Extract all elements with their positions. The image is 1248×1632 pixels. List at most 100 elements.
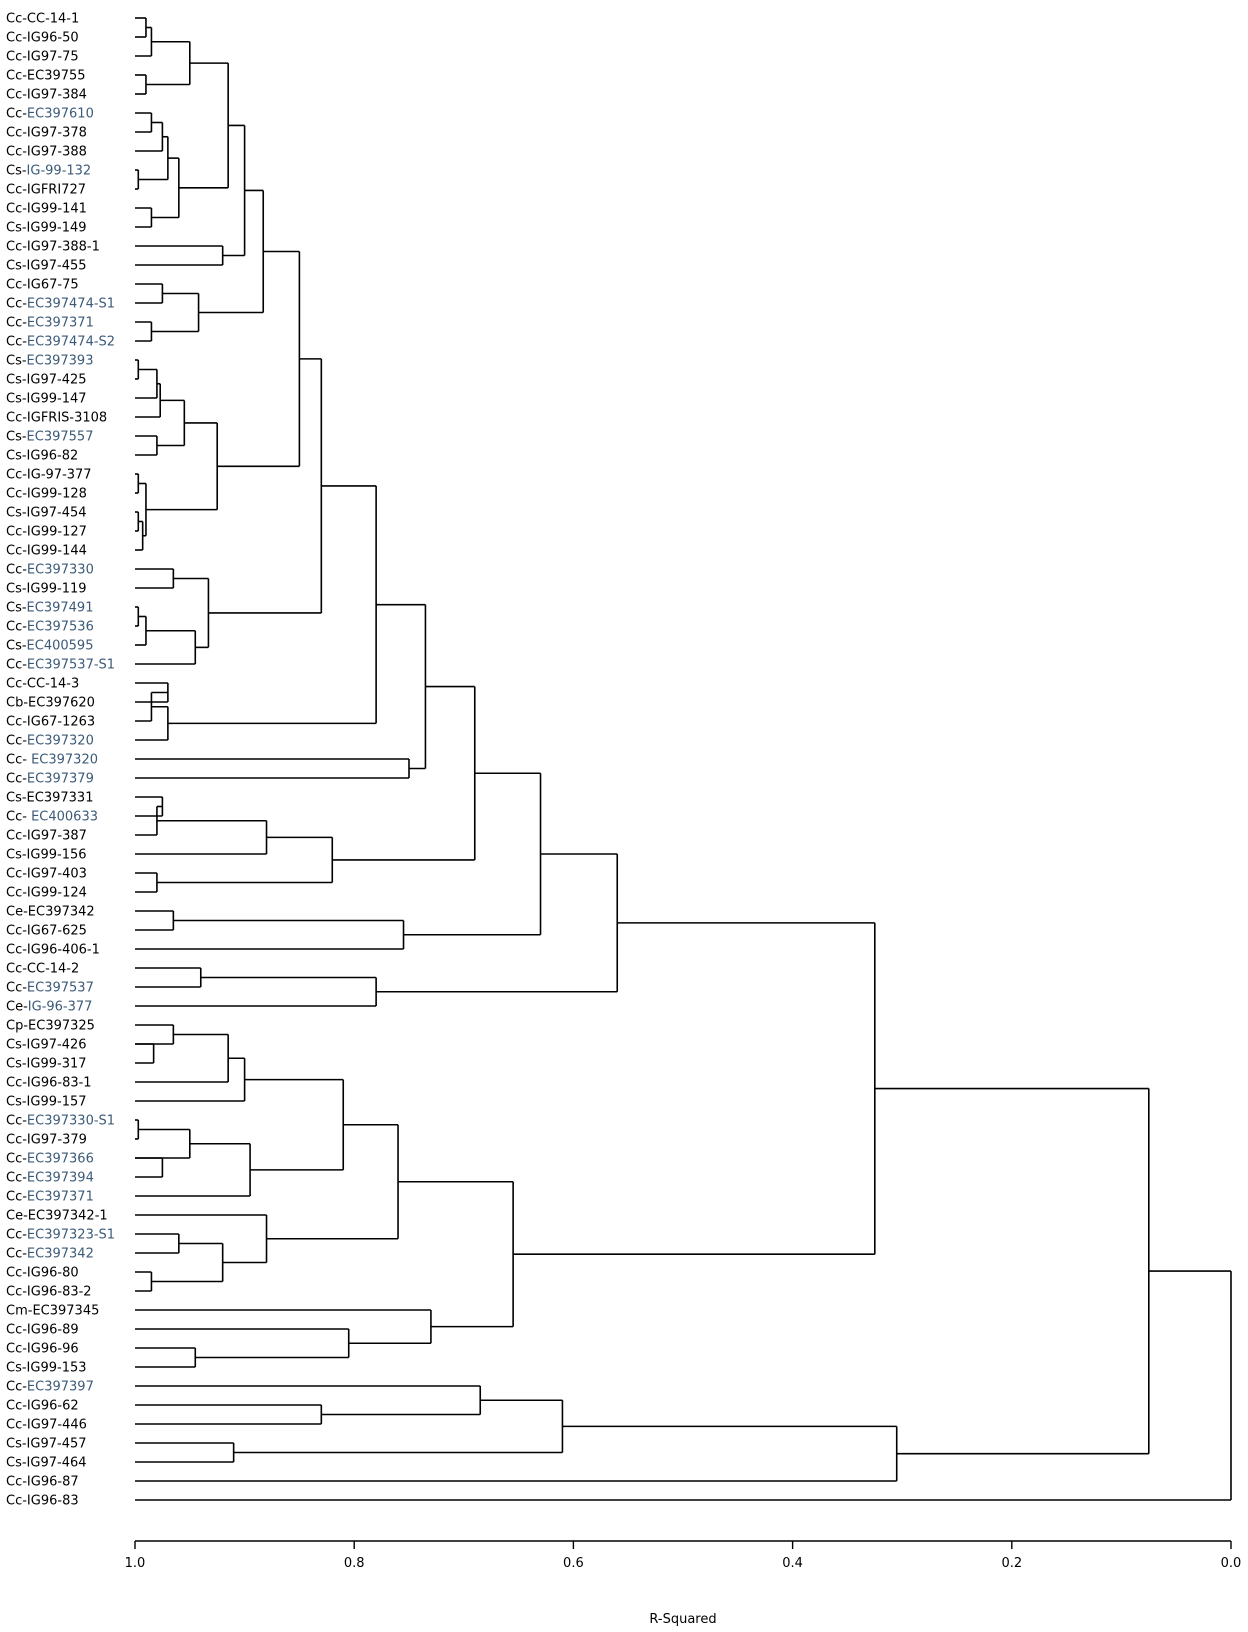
leaf-label: Cc-EC397379 xyxy=(6,772,94,787)
leaf-label-id: EC397393 xyxy=(27,354,94,369)
leaf-label-id: EC400595 xyxy=(27,639,94,654)
leaf-label: Cs-EC397557 xyxy=(6,430,93,445)
leaf-label-id: IG99-317 xyxy=(27,1057,87,1072)
leaf-label: Cp-EC397325 xyxy=(6,1019,95,1034)
leaf-label: Cc-IG96-50 xyxy=(6,31,79,46)
leaf-label-prefix: Cc- xyxy=(6,1399,27,1414)
leaf-label-prefix: Cc- xyxy=(6,88,27,103)
leaf-label-prefix: Cm- xyxy=(6,1304,33,1319)
leaf-label: Cs-IG97-464 xyxy=(6,1456,87,1471)
leaf-label-prefix: Cc- xyxy=(6,145,27,160)
leaf-label: Cc- EC397320 xyxy=(6,753,98,768)
leaf-label-id: IG97-457 xyxy=(27,1437,87,1452)
leaf-label-prefix: Cc- xyxy=(6,981,27,996)
leaf-label: Cc-EC397342 xyxy=(6,1247,94,1262)
leaf-label-prefix: Cc- xyxy=(6,886,27,901)
leaf-label-prefix: Cc- xyxy=(6,31,27,46)
leaf-label-prefix: Ce- xyxy=(6,1000,28,1015)
x-axis-tick-label: 1.0 xyxy=(125,1556,146,1571)
leaf-label-prefix: Cc- xyxy=(6,1152,27,1167)
leaf-label-prefix: Cp- xyxy=(6,1019,28,1034)
leaf-label-prefix: Cc- xyxy=(6,1133,27,1148)
leaf-label-prefix: Cc- xyxy=(6,658,27,673)
leaf-label-id: CC-14-1 xyxy=(27,12,79,27)
leaf-label: Cc-IG97-378 xyxy=(6,126,87,141)
leaf-label-prefix: Cc- xyxy=(6,1475,27,1490)
leaf-label-prefix: Cs- xyxy=(6,1057,27,1072)
leaf-label-id: IG99-157 xyxy=(27,1095,87,1110)
leaf-label-prefix: Cc- xyxy=(6,734,27,749)
leaf-label-prefix: Cc- xyxy=(6,1266,27,1281)
leaf-label-prefix: Ce- xyxy=(6,1209,28,1224)
leaf-label: Cs-IG96-82 xyxy=(6,449,78,464)
leaf-label-id: IG96-83 xyxy=(27,1494,79,1509)
leaf-label: Cc-IG97-388-1 xyxy=(6,240,100,255)
leaf-label-prefix: Cc- xyxy=(6,1247,27,1262)
leaf-label: Cc-IG96-83-2 xyxy=(6,1285,92,1300)
leaf-label: Cc-EC397474-S1 xyxy=(6,297,115,312)
leaf-label-prefix: Cs- xyxy=(6,259,27,274)
leaf-label-prefix: Cc- xyxy=(6,12,27,27)
leaf-label-id: IG99-141 xyxy=(27,202,87,217)
leaf-label: Cc- EC400633 xyxy=(6,810,98,825)
leaf-label-id: IGFRI727 xyxy=(27,183,86,198)
leaf-label-prefix: Cc- xyxy=(6,715,27,730)
leaf-label: Cc-EC39755 xyxy=(6,69,86,84)
leaf-label-id: EC397330-S1 xyxy=(27,1114,115,1129)
leaf-label: Cs-IG97-425 xyxy=(6,373,87,388)
leaf-label: Cs-IG-99-132 xyxy=(6,164,91,179)
leaf-label-id: IG97-388 xyxy=(27,145,87,160)
leaf-label-id: EC397379 xyxy=(27,772,94,787)
leaf-label-id: EC397394 xyxy=(27,1171,94,1186)
leaf-label-prefix: Cc- xyxy=(6,126,27,141)
leaf-label-id: EC397397 xyxy=(27,1380,94,1395)
leaf-label: Cc-IG97-75 xyxy=(6,50,79,65)
leaf-label-prefix: Cc- xyxy=(6,772,27,787)
leaf-label-id: IG99-124 xyxy=(27,886,87,901)
leaf-label-id: IG-97-377 xyxy=(27,468,92,483)
leaf-label-prefix: Cs- xyxy=(6,392,27,407)
leaf-label: Cc-EC397537 xyxy=(6,981,94,996)
leaf-labels: Cc-CC-14-1Cc-IG96-50Cc-IG97-75Cc-EC39755… xyxy=(6,12,115,1509)
leaf-label-prefix: Cc- xyxy=(6,1285,27,1300)
leaf-label: Cc-EC397371 xyxy=(6,316,94,331)
leaf-label-id: CC-14-3 xyxy=(27,677,79,692)
leaf-label-id: IG99-128 xyxy=(27,487,87,502)
leaf-label-id: IG96-62 xyxy=(27,1399,79,1414)
leaf-label: Cs-EC397393 xyxy=(6,354,93,369)
x-axis-title: R-Squared xyxy=(649,1612,716,1627)
leaf-label: Cs-IG99-149 xyxy=(6,221,87,236)
leaf-label: Cc-IG96-62 xyxy=(6,1399,79,1414)
dendrogram-edges xyxy=(135,17,1232,1501)
leaf-label-prefix: Cs- xyxy=(6,373,27,388)
leaf-label-id: EC397474-S2 xyxy=(27,335,115,350)
leaf-label-prefix: Cs- xyxy=(6,506,27,521)
leaf-label-prefix: Cs- xyxy=(6,848,27,863)
leaf-label: Cc-IG97-387 xyxy=(6,829,87,844)
leaf-label-id: EC397620 xyxy=(28,696,95,711)
leaf-label-prefix: Ce- xyxy=(6,905,28,920)
leaf-label-prefix: Cc- xyxy=(6,487,27,502)
leaf-label-id: IG97-425 xyxy=(27,373,87,388)
leaf-label: Cc-EC397320 xyxy=(6,734,94,749)
leaf-label-id: IG99-156 xyxy=(27,848,87,863)
leaf-label-prefix: Cc- xyxy=(6,278,27,293)
leaf-label-prefix: Cs- xyxy=(6,639,27,654)
leaf-label-id: EC397331 xyxy=(27,791,94,806)
leaf-label-prefix: Cc- xyxy=(6,50,27,65)
leaf-label: Cc-EC397330-S1 xyxy=(6,1114,115,1129)
leaf-label-prefix: Cc- xyxy=(6,544,27,559)
leaf-label-prefix: Cs- xyxy=(6,1038,27,1053)
leaf-label-prefix: Cc- xyxy=(6,183,27,198)
leaf-label: Cc-CC-14-3 xyxy=(6,677,79,692)
leaf-label-id: IG97-387 xyxy=(27,829,87,844)
leaf-label-id: EC397557 xyxy=(27,430,94,445)
leaf-label: Cc-EC397323-S1 xyxy=(6,1228,115,1243)
leaf-label-prefix: Cs- xyxy=(6,1437,27,1452)
leaf-label: Cc-IG97-446 xyxy=(6,1418,87,1433)
leaf-label-id: IG97-75 xyxy=(27,50,79,65)
leaf-label: Cs-IG99-153 xyxy=(6,1361,87,1376)
leaf-label-id: EC397610 xyxy=(27,107,94,122)
leaf-label-prefix: Cc- xyxy=(6,1190,27,1205)
leaf-label: Ce-EC397342-1 xyxy=(6,1209,108,1224)
